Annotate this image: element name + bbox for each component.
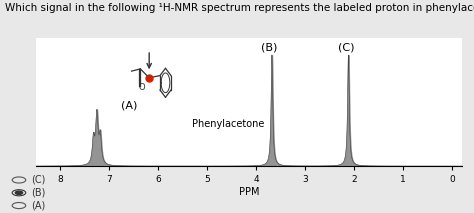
Text: (A): (A) [31,201,45,210]
Text: O: O [138,83,145,92]
Text: (B): (B) [31,188,45,198]
Text: (C): (C) [31,175,45,185]
Text: (C): (C) [337,43,354,53]
Text: (A): (A) [120,100,137,110]
Text: Which signal in the following ¹H-NMR spectrum represents the labeled proton in p: Which signal in the following ¹H-NMR spe… [5,3,474,13]
Text: Phenylacetone: Phenylacetone [192,119,265,129]
X-axis label: PPM: PPM [238,187,259,197]
Text: (B): (B) [261,43,278,53]
